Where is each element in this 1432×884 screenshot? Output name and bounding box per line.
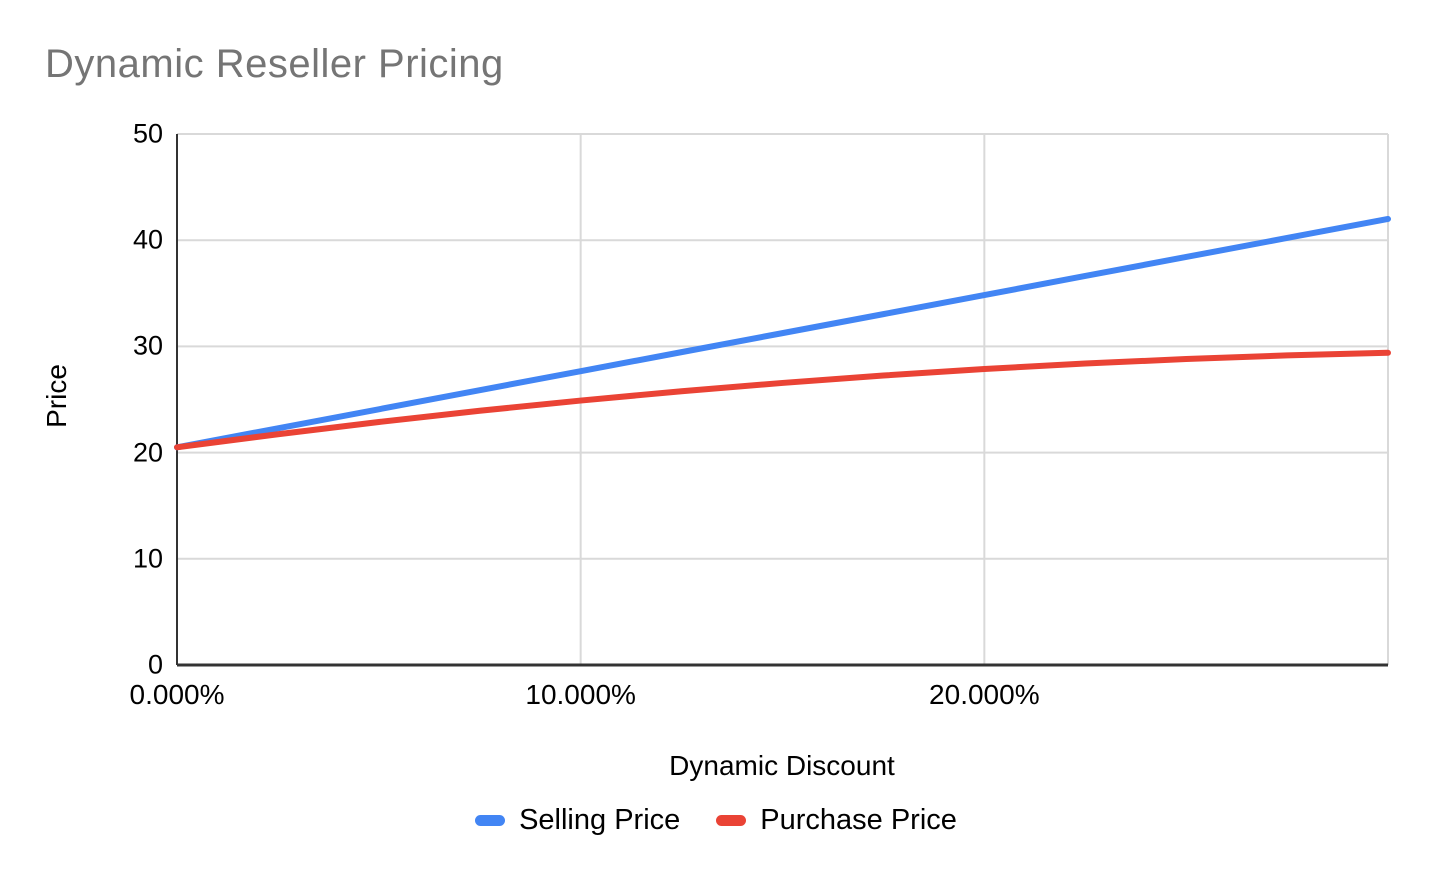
series-line-purchase-price[interactable] <box>174 349 1391 451</box>
legend-item-purchase-price[interactable]: Purchase Price <box>716 804 957 837</box>
legend-label: Selling Price <box>519 804 681 836</box>
legend-swatch-selling-price <box>475 815 506 826</box>
chart-title: Dynamic Reseller Pricing <box>45 42 504 86</box>
y-tick-label: 30 <box>132 330 163 361</box>
x-tick-label: 10.000% <box>525 679 636 710</box>
y-axis-title: Price <box>41 364 72 428</box>
legend-label: Purchase Price <box>760 804 957 836</box>
y-tick-label: 10 <box>132 543 163 574</box>
series-line-selling-price[interactable] <box>174 215 1391 451</box>
y-tick-label: 40 <box>132 224 163 255</box>
x-tick-label: 0.000% <box>129 679 225 710</box>
y-tick-label: 0 <box>147 649 163 680</box>
x-axis-title: Dynamic Discount <box>669 750 895 781</box>
legend: Selling Price Purchase Price <box>0 804 1432 837</box>
y-tick-label: 20 <box>132 437 163 468</box>
legend-item-selling-price[interactable]: Selling Price <box>475 804 680 837</box>
y-tick-label: 50 <box>132 118 163 149</box>
legend-swatch-purchase-price <box>716 815 747 826</box>
x-tick-label: 20.000% <box>929 679 1040 710</box>
